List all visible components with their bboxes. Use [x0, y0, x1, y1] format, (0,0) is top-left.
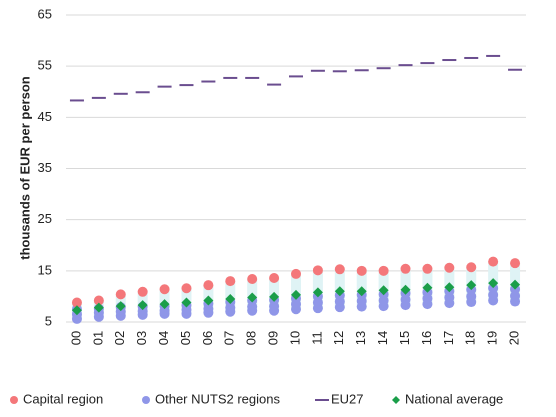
legend-item: Other NUTS2 regions — [142, 391, 280, 406]
point — [137, 286, 148, 297]
point — [137, 300, 148, 311]
point — [510, 279, 521, 290]
point — [225, 276, 236, 287]
point — [312, 265, 323, 276]
x-tick-label: 02 — [112, 331, 127, 345]
legend-item: EU27 — [315, 391, 364, 406]
point — [71, 297, 82, 308]
point — [356, 286, 367, 297]
point — [247, 292, 258, 303]
point — [356, 265, 367, 276]
y-tick-label: 5 — [45, 313, 52, 328]
legend-label: Capital region — [23, 391, 103, 406]
point — [181, 297, 192, 308]
x-tick-label: 14 — [375, 331, 390, 345]
point — [488, 278, 499, 289]
x-tick-label: 04 — [156, 331, 171, 345]
y-tick-label: 35 — [38, 160, 52, 175]
point — [444, 262, 455, 273]
point — [181, 283, 192, 294]
x-tick-label: 13 — [353, 331, 368, 345]
point — [159, 299, 170, 310]
point — [115, 301, 126, 312]
y-tick-label: 25 — [38, 211, 52, 226]
x-tick-label: 17 — [441, 331, 456, 345]
legend-marker — [142, 396, 150, 404]
point — [334, 286, 345, 297]
x-tick-label: 10 — [287, 331, 302, 345]
point — [378, 285, 389, 296]
x-tick-label: 05 — [178, 331, 193, 345]
point — [269, 291, 280, 302]
legend-label: Other NUTS2 regions — [155, 391, 280, 406]
x-tick-label: 06 — [200, 331, 215, 345]
legend-marker — [392, 396, 400, 404]
point — [203, 280, 214, 291]
x-tick-label: 08 — [244, 331, 259, 345]
y-tick-label: 55 — [38, 58, 52, 73]
x-tick-label: 19 — [485, 331, 500, 345]
x-tick-label: 11 — [309, 331, 324, 345]
point — [93, 302, 104, 313]
point — [444, 282, 455, 293]
point — [312, 287, 323, 298]
legend-item: National average — [392, 391, 503, 406]
point — [400, 284, 411, 295]
point — [269, 272, 280, 283]
point — [488, 283, 499, 294]
x-tick-label: 07 — [222, 331, 237, 345]
point — [225, 293, 236, 304]
x-tick-label: 09 — [266, 331, 281, 345]
point — [291, 289, 301, 300]
point — [510, 258, 521, 269]
legend-label: National average — [405, 391, 503, 406]
point — [466, 262, 477, 273]
legend-item: Capital region — [10, 391, 103, 406]
point — [115, 289, 126, 300]
point — [334, 264, 345, 275]
x-tick-label: 20 — [506, 331, 521, 345]
x-tick-label: 01 — [90, 331, 105, 345]
point — [422, 282, 433, 293]
x-tick-label: 18 — [463, 331, 478, 345]
point — [159, 284, 170, 295]
point — [71, 305, 82, 316]
x-tick-label: 15 — [397, 331, 412, 345]
legend-marker — [10, 396, 18, 404]
y-axis-label: thousands of EUR per person — [17, 76, 32, 260]
point — [422, 263, 433, 274]
point — [247, 274, 258, 285]
point — [291, 268, 301, 279]
point — [488, 256, 499, 267]
point — [378, 265, 389, 276]
point — [93, 295, 104, 306]
point — [203, 295, 214, 306]
y-tick-label: 65 — [38, 6, 52, 21]
legend-label: EU27 — [331, 391, 364, 406]
x-tick-label: 00 — [68, 331, 83, 345]
point — [466, 280, 477, 291]
y-tick-label: 15 — [38, 262, 52, 277]
x-tick-label: 03 — [134, 331, 149, 345]
x-tick-label: 16 — [419, 331, 434, 345]
point — [400, 263, 411, 274]
y-tick-label: 45 — [38, 109, 52, 124]
x-tick-label: 12 — [331, 331, 346, 345]
